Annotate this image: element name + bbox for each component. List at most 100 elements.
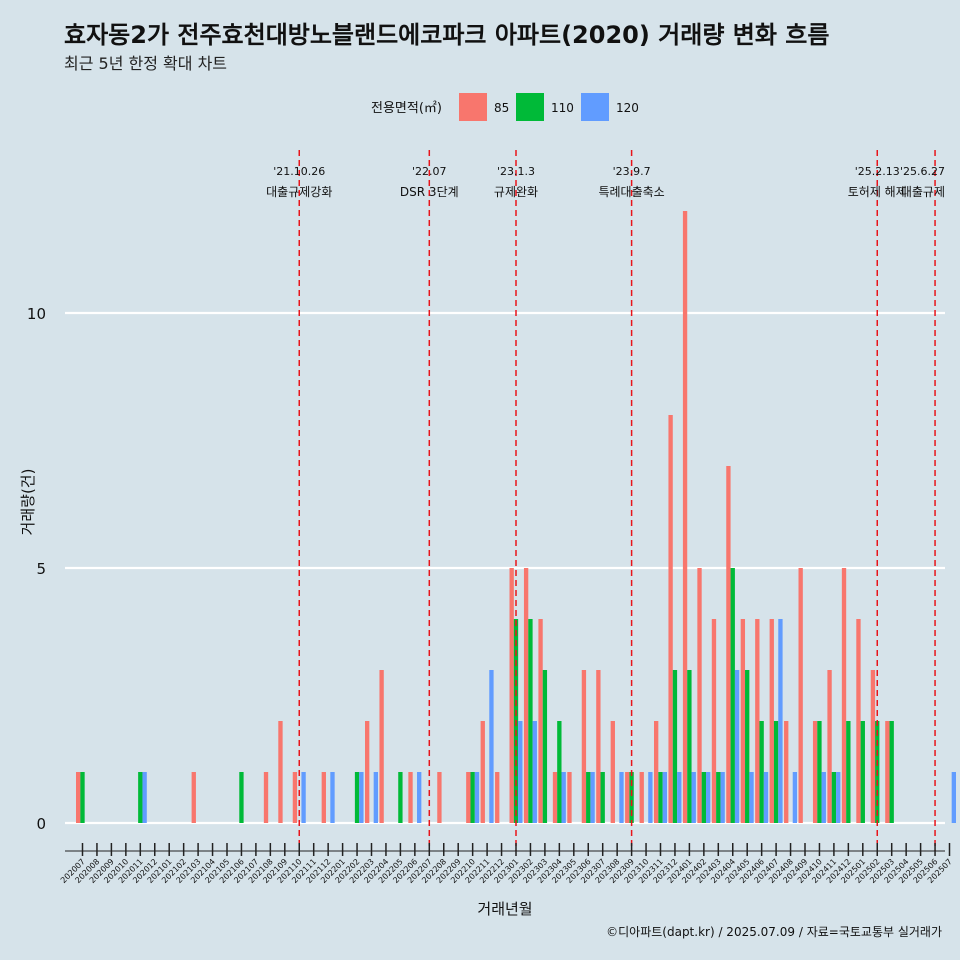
event-date: '23.9.7: [613, 165, 651, 178]
bar-85-202309: [625, 772, 630, 823]
legend-item-85: 85: [459, 93, 509, 121]
bar-85-202406: [755, 619, 760, 823]
bar-120-202311: [662, 772, 667, 823]
bar-120-202110: [301, 772, 306, 823]
bars: [76, 211, 956, 823]
bar-110-202411: [831, 772, 837, 823]
bar-110-202307: [600, 772, 605, 823]
event-label: 규제완화: [494, 185, 538, 199]
bar-85-202208: [437, 772, 442, 823]
event-markers: '21.10.26 대출규제강화 '22.07 DSR 3단계 '23.1.3 규제완화 '…: [266, 150, 945, 851]
bar-85-202304: [552, 772, 558, 823]
bar-85-202109: [278, 721, 283, 823]
event-date: '25.2.13: [855, 165, 900, 178]
bar-85-202409: [798, 568, 803, 823]
bar-110-202205: [398, 772, 403, 823]
bar-120-202411: [836, 772, 841, 823]
bar-85-202212: [495, 772, 500, 823]
bar-120-202507: [951, 772, 956, 823]
bar-120-202405: [749, 772, 754, 823]
legend-item-120: 120: [581, 93, 639, 121]
bar-110-202401: [687, 670, 692, 823]
chart-subtitle: 최근 5년 한정 확대 차트: [64, 54, 227, 73]
legend-item-110: 110: [516, 93, 574, 121]
bar-110-202501: [860, 721, 865, 823]
legend-label-120: 120: [616, 101, 639, 115]
bar-85-202007: [76, 772, 81, 823]
x-axis-label: 거래년월: [477, 900, 532, 918]
bar-120-202304: [561, 772, 566, 823]
bar-85-202501: [856, 619, 861, 823]
bar-120-202406: [763, 772, 769, 823]
bar-85-202210: [466, 772, 471, 823]
event-label: 대출규제강화: [266, 185, 332, 199]
bar-85-202404: [726, 466, 731, 823]
legend-label-85: 85: [494, 101, 509, 115]
bar-85-202302: [523, 568, 529, 823]
bar-85-202301: [509, 568, 514, 823]
bar-85-202311: [654, 721, 659, 823]
legend-label-110: 110: [551, 101, 574, 115]
bar-85-202407: [769, 619, 774, 823]
bar-110-202302: [528, 619, 533, 823]
bar-110-202405: [745, 670, 750, 823]
legend-swatch-110: [516, 93, 544, 121]
bar-85-202403: [711, 619, 717, 823]
bar-85-202203: [365, 721, 370, 823]
bar-85-202308: [610, 721, 615, 823]
y-tick-label: 0: [36, 815, 46, 833]
bar-85-202306: [581, 670, 587, 823]
bar-120-202206: [417, 772, 422, 823]
bar-110-202404: [730, 568, 735, 823]
bar-110-202503: [889, 721, 894, 823]
bar-110-202106: [239, 772, 244, 823]
bar-85-202405: [740, 619, 746, 823]
chart-title: 효자동2가 전주효천대방노블랜드에코파크 아파트(2020) 거래량 변화 흐름: [64, 21, 829, 49]
bar-110-202210: [470, 772, 475, 823]
bar-120-202403: [720, 772, 725, 823]
bar-120-202203: [373, 772, 378, 823]
bar-85-202108: [263, 772, 269, 823]
bar-85-202503: [885, 721, 890, 823]
y-tick-label: 10: [27, 305, 46, 323]
bar-120-202402: [706, 772, 711, 823]
bar-120-202401: [691, 772, 696, 823]
bar-110-202312: [672, 670, 678, 823]
bar-85-202206: [408, 772, 413, 823]
legend-swatch-120: [581, 93, 609, 121]
y-tick-label: 5: [36, 560, 46, 578]
bar-85-202211: [480, 721, 485, 823]
bar-120-202302: [532, 721, 537, 823]
bar-120-202306: [590, 772, 595, 823]
bar-85-202103: [191, 772, 196, 823]
bar-110-202412: [846, 721, 851, 823]
event-date: '25.6.27: [900, 165, 945, 178]
legend-title: 전용면적(㎡): [371, 101, 442, 116]
bar-110-202410: [817, 721, 822, 823]
bar-85-202112: [321, 772, 326, 823]
bar-85-202408: [784, 721, 789, 823]
bar-120-202112: [330, 772, 335, 823]
source-caption: ©디아파트(dapt.kr) / 2025.07.09 / 자료=국토교통부 실…: [606, 925, 942, 939]
bar-120-202408: [792, 772, 798, 823]
bar-85-202305: [567, 772, 572, 823]
bar-120-202407: [778, 619, 783, 823]
bar-110-202202: [354, 772, 360, 823]
bar-110-202304: [557, 721, 562, 823]
bar-85-202307: [596, 670, 601, 823]
bar-120-202410: [821, 772, 826, 823]
bar-120-202202: [359, 772, 364, 823]
bar-120-202301: [518, 721, 523, 823]
bar-85-202401: [682, 211, 688, 823]
bar-110-202303: [542, 670, 548, 823]
bar-110-202309: [629, 772, 634, 823]
bar-110-202007: [80, 772, 85, 823]
bar-110-202407: [773, 721, 779, 823]
gridlines: 0 5 10: [27, 305, 945, 833]
event-date: '22.07: [412, 165, 447, 178]
bar-85-202402: [697, 568, 702, 823]
bar-85-202303: [538, 619, 543, 823]
bar-120-202211: [489, 670, 494, 823]
event-label: 토허제 해제: [848, 185, 907, 199]
